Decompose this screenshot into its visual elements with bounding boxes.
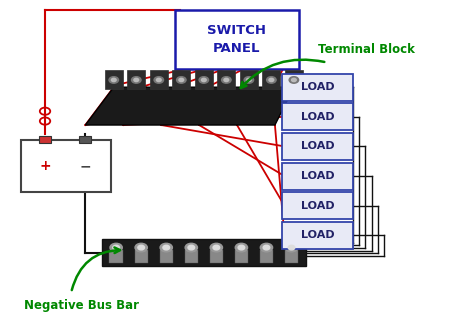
Text: LOAD: LOAD xyxy=(301,112,334,122)
FancyBboxPatch shape xyxy=(135,250,148,263)
FancyBboxPatch shape xyxy=(80,136,91,143)
FancyBboxPatch shape xyxy=(102,239,306,266)
Text: LOAD: LOAD xyxy=(301,171,334,181)
Circle shape xyxy=(289,77,299,83)
Circle shape xyxy=(188,245,195,250)
FancyBboxPatch shape xyxy=(282,222,353,249)
FancyBboxPatch shape xyxy=(128,70,145,89)
Circle shape xyxy=(224,78,228,82)
Text: SWITCH
PANEL: SWITCH PANEL xyxy=(208,24,266,55)
Text: LOAD: LOAD xyxy=(301,201,334,211)
FancyBboxPatch shape xyxy=(39,136,51,143)
Polygon shape xyxy=(85,87,294,125)
FancyBboxPatch shape xyxy=(285,250,298,263)
Circle shape xyxy=(179,78,184,82)
FancyBboxPatch shape xyxy=(105,70,123,89)
FancyBboxPatch shape xyxy=(240,70,258,89)
FancyBboxPatch shape xyxy=(282,74,353,101)
Circle shape xyxy=(213,245,219,250)
FancyBboxPatch shape xyxy=(210,250,223,263)
Circle shape xyxy=(201,78,206,82)
Circle shape xyxy=(246,78,251,82)
FancyBboxPatch shape xyxy=(282,103,353,130)
FancyBboxPatch shape xyxy=(263,70,280,89)
FancyBboxPatch shape xyxy=(285,70,303,89)
FancyBboxPatch shape xyxy=(109,250,123,263)
Circle shape xyxy=(160,243,173,252)
Text: Negative Bus Bar: Negative Bus Bar xyxy=(24,299,139,313)
Text: Terminal Block: Terminal Block xyxy=(318,43,414,56)
FancyBboxPatch shape xyxy=(282,163,353,190)
Circle shape xyxy=(292,78,296,82)
FancyBboxPatch shape xyxy=(150,70,168,89)
Circle shape xyxy=(154,77,164,83)
Text: +: + xyxy=(39,159,51,173)
FancyBboxPatch shape xyxy=(175,10,299,69)
Circle shape xyxy=(260,243,273,252)
Circle shape xyxy=(163,245,170,250)
FancyBboxPatch shape xyxy=(260,250,273,263)
Circle shape xyxy=(238,245,245,250)
FancyBboxPatch shape xyxy=(218,70,235,89)
Circle shape xyxy=(113,245,119,250)
Circle shape xyxy=(269,78,274,82)
FancyBboxPatch shape xyxy=(282,133,353,160)
Circle shape xyxy=(263,245,270,250)
Circle shape xyxy=(210,243,222,252)
FancyBboxPatch shape xyxy=(185,250,198,263)
Circle shape xyxy=(109,77,118,83)
Text: −: − xyxy=(79,159,91,173)
Circle shape xyxy=(285,243,298,252)
Circle shape xyxy=(221,77,231,83)
Circle shape xyxy=(244,77,254,83)
FancyBboxPatch shape xyxy=(160,250,173,263)
Circle shape xyxy=(266,77,276,83)
Circle shape xyxy=(110,243,122,252)
Circle shape xyxy=(135,243,147,252)
Circle shape xyxy=(111,78,116,82)
Circle shape xyxy=(134,78,138,82)
FancyBboxPatch shape xyxy=(235,250,248,263)
FancyBboxPatch shape xyxy=(21,140,111,192)
Circle shape xyxy=(138,245,145,250)
Text: LOAD: LOAD xyxy=(301,82,334,92)
Circle shape xyxy=(235,243,247,252)
Circle shape xyxy=(131,77,141,83)
FancyBboxPatch shape xyxy=(195,70,213,89)
Circle shape xyxy=(176,77,186,83)
Circle shape xyxy=(156,78,161,82)
Text: LOAD: LOAD xyxy=(301,141,334,151)
Text: LOAD: LOAD xyxy=(301,230,334,240)
Circle shape xyxy=(199,77,209,83)
FancyBboxPatch shape xyxy=(173,70,190,89)
FancyBboxPatch shape xyxy=(282,192,353,219)
Circle shape xyxy=(185,243,198,252)
Circle shape xyxy=(288,245,295,250)
